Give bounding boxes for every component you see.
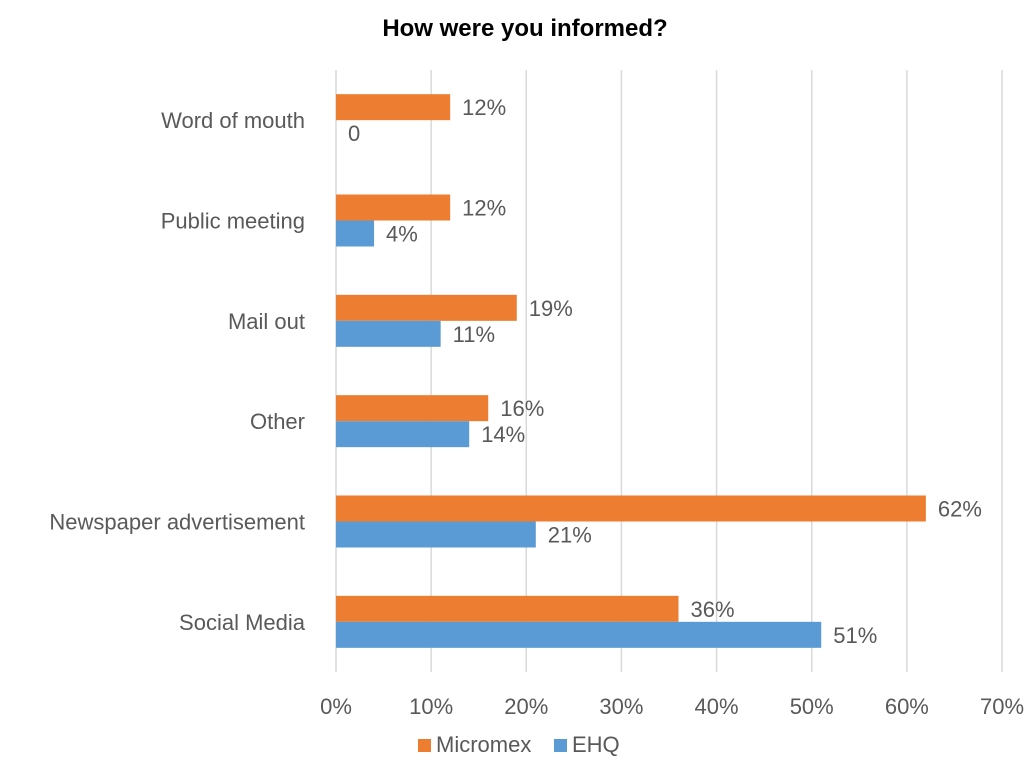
category-label: Public meeting [161, 209, 305, 234]
x-tick-label: 50% [790, 694, 834, 719]
bar-ehq [336, 621, 822, 648]
data-label: 12% [462, 196, 506, 221]
category-label: Newspaper advertisement [49, 510, 305, 535]
bar-micromex [336, 395, 489, 422]
category-label: Mail out [228, 309, 305, 334]
x-tick-label: 0% [320, 694, 352, 719]
legend-entry: Micromex [436, 732, 531, 757]
data-label: 51% [833, 623, 877, 648]
data-labels: 12% 0 12% 4% 19% 11% 16%14% 62% 21% 36% 51% [348, 95, 982, 648]
bar-micromex [336, 294, 517, 321]
bar-ehq [336, 320, 441, 347]
legend-swatch [554, 739, 567, 752]
legend-entry: EHQ [572, 732, 620, 757]
data-label: 4% [386, 222, 418, 247]
category-label: Social Media [179, 610, 306, 635]
legend: Micromex EHQ [418, 732, 620, 757]
data-label: 21% [548, 523, 592, 548]
data-label: 11% [453, 322, 495, 347]
bar-micromex [336, 595, 679, 622]
x-tick-label: 20% [504, 694, 548, 719]
x-tick-label: 40% [695, 694, 739, 719]
category-labels: Word of mouth Public meeting Mail out Other… [49, 108, 305, 635]
bar-ehq [336, 421, 470, 448]
data-label: 16% [500, 396, 544, 421]
chart-title: How were you informed? [382, 15, 667, 42]
data-label: 19% [529, 296, 573, 321]
data-label: 14% [481, 422, 525, 447]
data-label: 62% [938, 497, 982, 522]
category-label: Word of mouth [161, 108, 305, 133]
data-label: 12% [462, 95, 506, 120]
bar-micromex [336, 495, 926, 522]
legend-swatch [418, 739, 431, 752]
x-tick-label: 30% [599, 694, 643, 719]
bar-ehq [336, 220, 375, 247]
bar-micromex [336, 194, 451, 221]
grid [335, 70, 1003, 672]
data-label: 36% [691, 597, 735, 622]
data-label: 0 [348, 121, 360, 146]
x-tick-label: 70% [980, 694, 1024, 719]
bar-ehq [336, 521, 536, 548]
bar-micromex [336, 94, 451, 121]
category-label: Other [250, 409, 305, 434]
x-axis-tick-labels: 0% 10% 20% 30% 40% 50% 60% 70% [320, 694, 1024, 719]
x-tick-label: 10% [409, 694, 453, 719]
x-tick-label: 60% [885, 694, 929, 719]
bars [336, 94, 926, 648]
